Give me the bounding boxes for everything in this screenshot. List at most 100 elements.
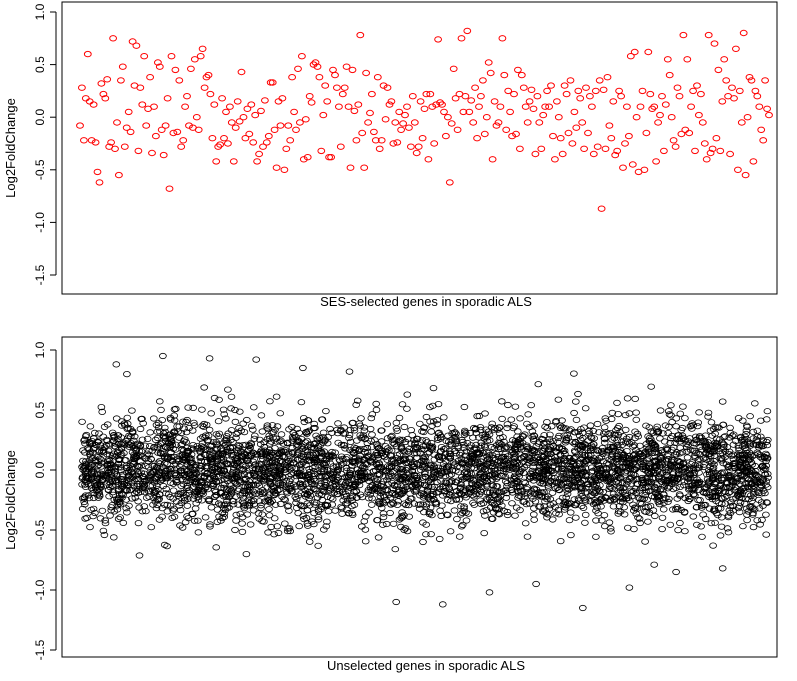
data-point xyxy=(243,511,252,518)
data-point xyxy=(176,522,184,529)
data-point xyxy=(670,457,678,464)
data-point xyxy=(438,601,447,608)
data-point xyxy=(395,516,404,523)
data-point xyxy=(127,433,135,440)
data-point xyxy=(700,140,709,147)
data-point xyxy=(255,150,264,158)
data-point xyxy=(173,128,182,136)
data-point xyxy=(208,458,217,465)
data-point xyxy=(473,412,482,420)
data-point xyxy=(390,440,399,448)
data-point xyxy=(428,473,437,480)
data-point xyxy=(429,384,438,392)
data-point xyxy=(284,525,292,532)
data-point xyxy=(735,87,744,95)
data-point xyxy=(423,487,432,494)
data-point xyxy=(404,498,413,505)
data-point xyxy=(697,523,705,530)
data-point xyxy=(175,502,184,509)
data-point xyxy=(589,481,597,488)
data-point xyxy=(142,508,150,515)
data-point xyxy=(609,98,618,105)
data-point xyxy=(544,511,552,518)
data-point xyxy=(685,495,694,502)
data-point xyxy=(567,531,575,539)
y-tick-label: 1.0 xyxy=(33,3,47,20)
data-point xyxy=(87,506,95,513)
data-point xyxy=(446,455,455,462)
data-point xyxy=(623,447,631,455)
y-tick-label: -1.0 xyxy=(33,212,47,233)
data-point xyxy=(265,497,273,504)
data-point xyxy=(428,512,436,519)
data-point xyxy=(763,408,772,415)
data-point xyxy=(504,444,512,451)
data-point xyxy=(311,501,319,508)
data-point xyxy=(295,469,304,476)
data-point xyxy=(729,441,738,448)
data-point xyxy=(217,517,225,524)
data-point xyxy=(313,63,322,70)
data-point xyxy=(554,396,563,403)
data-point xyxy=(664,498,672,505)
data-point xyxy=(323,518,331,525)
data-point xyxy=(437,447,446,455)
data-point xyxy=(647,468,655,475)
data-point xyxy=(672,568,680,576)
data-point xyxy=(436,471,445,479)
data-point xyxy=(218,95,227,102)
data-point xyxy=(586,422,595,429)
data-point xyxy=(292,483,301,490)
data-point xyxy=(597,503,605,510)
data-point xyxy=(214,418,223,425)
data-point xyxy=(311,59,320,66)
data-point xyxy=(617,438,626,445)
data-point xyxy=(254,465,263,472)
data-point xyxy=(607,415,616,423)
data-point xyxy=(623,438,632,445)
data-point xyxy=(156,449,165,456)
data-point xyxy=(696,496,704,504)
data-point xyxy=(212,439,221,446)
data-point xyxy=(652,490,660,497)
data-point xyxy=(659,430,667,437)
data-point xyxy=(639,453,647,460)
data-point xyxy=(198,467,206,474)
data-point xyxy=(279,479,287,486)
data-point xyxy=(86,453,95,460)
data-point xyxy=(281,458,290,465)
data-point xyxy=(586,93,594,100)
data-point xyxy=(558,150,567,158)
data-point xyxy=(472,441,480,448)
data-point xyxy=(188,466,197,473)
data-point xyxy=(114,476,122,483)
data-point xyxy=(759,466,768,474)
data-point xyxy=(372,406,381,413)
data-point xyxy=(486,69,495,77)
data-point xyxy=(274,529,283,537)
data-point xyxy=(578,444,587,451)
data-point xyxy=(241,501,249,509)
data-point xyxy=(214,478,222,485)
data-point xyxy=(530,454,539,461)
data-point xyxy=(683,454,692,461)
data-point xyxy=(154,59,162,66)
data-point xyxy=(151,436,160,443)
data-point xyxy=(223,490,232,497)
data-point xyxy=(183,416,191,424)
data-point xyxy=(739,523,747,530)
data-point xyxy=(199,433,207,440)
data-point xyxy=(99,447,108,454)
data-point xyxy=(466,429,475,437)
data-point xyxy=(86,523,94,531)
data-point xyxy=(458,521,467,529)
data-point xyxy=(366,491,375,498)
data-point xyxy=(252,356,261,363)
data-point xyxy=(134,498,142,505)
data-point xyxy=(276,467,285,474)
data-point xyxy=(723,485,732,492)
data-point xyxy=(122,464,131,471)
data-point xyxy=(764,474,772,481)
data-point xyxy=(407,440,415,447)
data-point xyxy=(738,417,747,424)
